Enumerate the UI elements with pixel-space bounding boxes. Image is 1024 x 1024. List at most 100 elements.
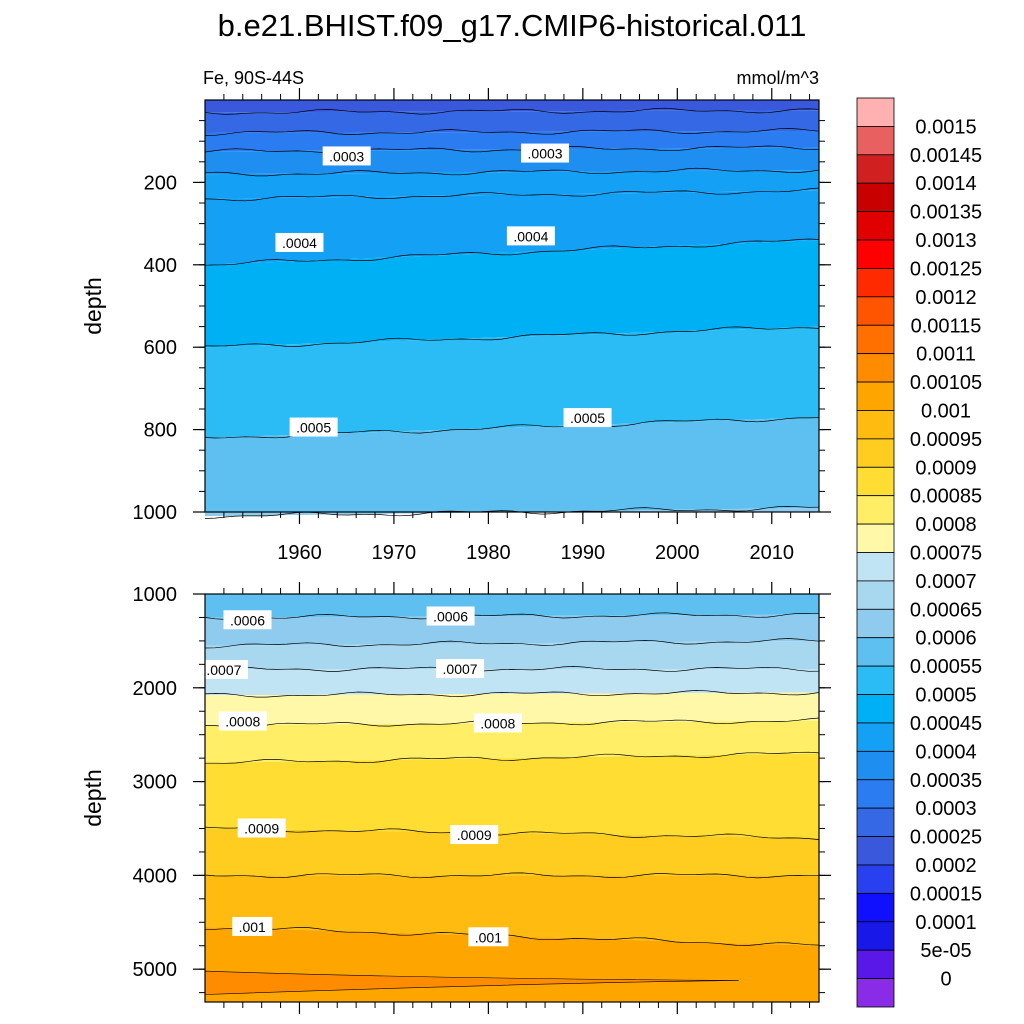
colorbar-label: 0.0007 (915, 571, 976, 593)
contour-fill (205, 100, 819, 517)
contour-fill (204, 594, 819, 1002)
contour-band (205, 614, 819, 646)
y-tick-label: 2000 (133, 678, 178, 700)
contour-label: .0005 (289, 417, 338, 437)
colorbar-swatch (856, 978, 895, 1008)
contour-label: .0005 (563, 408, 612, 428)
contour-band (205, 828, 819, 876)
contour-label: .001 (232, 916, 273, 936)
units-label: mmol/m^3 (737, 68, 819, 88)
x-tick-label: 1960 (277, 542, 322, 564)
contour-label: .0003 (521, 143, 570, 163)
colorbar-label: 0.0012 (915, 287, 976, 309)
y-tick-label: 5000 (133, 959, 178, 981)
colorbar-label: 0.00055 (910, 656, 982, 678)
contour-band (205, 594, 819, 618)
x-tick-label: 2010 (750, 542, 795, 564)
colorbar-label: 0.0002 (915, 855, 976, 877)
contour-label-text: .0007 (206, 662, 241, 678)
colorbar-swatch (856, 211, 895, 241)
contour-label-box (232, 916, 273, 936)
contour-labels: .0003 .0003 .0004 .0004 .0005 .0005 (275, 143, 612, 437)
colorbar-label: 0.00015 (910, 883, 982, 905)
contour-band (204, 970, 739, 995)
contour-band (205, 110, 819, 133)
colorbar-label: 0.00135 (910, 202, 982, 224)
variable-region-label: Fe, 90S-44S (203, 68, 304, 88)
contour-band (205, 417, 819, 517)
contour-label-box (450, 825, 499, 845)
colorbar-label: 0.00075 (910, 543, 982, 565)
colorbar-swatch (856, 154, 895, 184)
colorbar-swatch (856, 608, 895, 639)
contour-label: .0007 (199, 659, 248, 679)
colorbar-swatch (856, 665, 895, 695)
contour-label-box (237, 818, 286, 838)
bottom-panel: depth .0006.0006.0007.0007.0008.0008.000… (80, 582, 831, 1014)
y-tick-label: 600 (144, 337, 177, 359)
contour-label: .0008 (218, 711, 267, 731)
contour-label-text: .0005 (296, 420, 331, 436)
y-axis-label: depth (80, 277, 106, 335)
colorbar-label: 0.0005 (915, 685, 976, 707)
colorbar-label: 0.0004 (915, 741, 976, 763)
y-tick-label: 400 (144, 255, 177, 277)
colorbar-swatch (856, 779, 895, 809)
contour-line (204, 167, 820, 177)
contour-label: .0006 (223, 610, 272, 630)
contour-label-text: .001 (475, 929, 502, 945)
contour-line (204, 187, 820, 202)
colorbar-swatch (856, 296, 895, 326)
contour-label: .001 (468, 927, 509, 947)
colorbar-swatch (856, 836, 895, 866)
colorbar-label: 0.00125 (910, 258, 982, 280)
contour-band (205, 753, 819, 838)
contour-label-text: .0004 (513, 228, 548, 244)
contour-line (204, 107, 820, 115)
contour-label-box (218, 711, 267, 731)
colorbar-label: 0.0011 (916, 344, 976, 366)
contour-label: .0004 (506, 226, 555, 246)
colorbar-swatch (856, 552, 895, 582)
contour-label-text: .0008 (225, 714, 260, 730)
contour-label: .0009 (237, 818, 286, 838)
contour-line (204, 145, 820, 154)
colorbar-swatch (856, 807, 895, 837)
colorbar-label: 0.0006 (915, 628, 976, 650)
contour-band (205, 640, 819, 670)
contour-label-text: .0008 (480, 715, 515, 731)
colorbar-swatch (856, 523, 895, 553)
contour-band (205, 669, 819, 696)
contour-label-text: .0004 (282, 235, 317, 251)
contour-label-box (436, 659, 485, 679)
contour-label-text: .0006 (230, 612, 265, 628)
contour-label-box (426, 606, 475, 626)
colorbar-label: 0.0008 (915, 514, 976, 536)
y-tick-label: 1000 (133, 502, 178, 524)
contour-label-box (275, 232, 324, 252)
contour-lines (204, 107, 820, 519)
contour-label: .0007 (436, 659, 485, 679)
colorbar-swatch (856, 722, 895, 752)
colorbar-label: 0.0003 (915, 798, 976, 820)
contour-band (205, 692, 819, 726)
colorbar-label: 0.00095 (910, 429, 982, 451)
contour-label-box (506, 226, 555, 246)
axes: 1960 1970 1980 1990 2000 2010 200 400 600 800 1000 (133, 88, 831, 564)
colorbar-label: 0 (940, 969, 951, 991)
contour-label-text: .001 (239, 919, 266, 935)
contour-line (204, 826, 820, 840)
colorbar-label: 0.00035 (910, 770, 982, 792)
chart-title: b.e21.BHIST.f09_g17.CMIP6-historical.011 (218, 8, 807, 43)
contour-label-text: .0003 (528, 146, 563, 162)
colorbar-swatch (856, 324, 895, 355)
contour-label: .0008 (473, 713, 522, 733)
y-tick-label: 1000 (133, 584, 178, 606)
colorbar-label: 0.00085 (910, 486, 982, 508)
contour-labels: .0006 .0006 .0007 .0007 .0008 .0008 .0009 .0009… (199, 606, 522, 947)
contour-label-text: .0006 (433, 609, 468, 625)
axes: 1000 2000 3000 4000 5000 (133, 582, 831, 1014)
contour-label: .0004 (275, 232, 324, 252)
colorbar-swatch (856, 97, 895, 127)
